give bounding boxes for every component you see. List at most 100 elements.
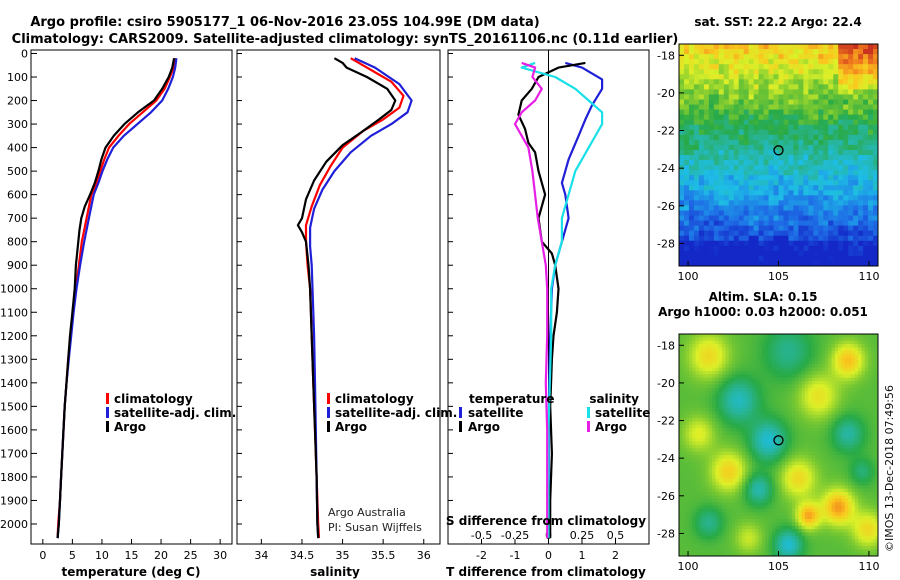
map-cell (805, 492, 809, 497)
map-cell (725, 492, 730, 497)
map-cell (801, 337, 806, 342)
map-cell (685, 438, 690, 443)
map-cell (761, 334, 766, 338)
map-cell (728, 394, 733, 399)
map-cell (695, 458, 700, 463)
map-cell (713, 180, 720, 186)
map-cell (848, 94, 854, 101)
map-cell (851, 364, 856, 369)
map-cell (844, 468, 849, 473)
map-cell (824, 485, 829, 490)
map-cell (818, 74, 824, 80)
map-cell (814, 387, 819, 392)
map-cell (848, 360, 853, 365)
map-cell (848, 418, 853, 423)
map-cell (854, 441, 859, 446)
map-cell (735, 367, 740, 372)
map-cell (858, 220, 864, 227)
map-cell (705, 438, 710, 443)
depth-tick-label: 400 (7, 142, 28, 155)
map-cell (742, 381, 746, 386)
depth-tick-label: 2000 (0, 518, 28, 531)
map-cell (818, 401, 823, 406)
map-cell (823, 205, 829, 212)
map-cell (755, 344, 760, 349)
map-cell (735, 455, 740, 460)
map-cell (732, 367, 736, 372)
map-cell (781, 451, 786, 456)
map-cell (813, 114, 819, 121)
map-cell (679, 394, 683, 399)
map-cell (803, 89, 809, 96)
map-cell (773, 74, 780, 80)
map-cell (753, 54, 760, 60)
map-cell (854, 347, 859, 352)
map-cell (725, 502, 730, 507)
map-cell (688, 200, 695, 207)
map-cell (785, 498, 790, 503)
map-cell (745, 488, 750, 493)
map-cell (851, 337, 856, 342)
map-cell (733, 260, 740, 266)
map-cell (748, 495, 753, 500)
map-cell (688, 431, 693, 436)
map-cell (679, 149, 685, 156)
map-cell (713, 94, 720, 101)
map-cell (833, 235, 839, 242)
map-cell (844, 340, 849, 345)
x-tick-label: 0 (39, 549, 46, 562)
map-cell (801, 448, 806, 453)
map-cell (811, 381, 816, 386)
map-cell (818, 69, 824, 75)
map-cell (718, 210, 725, 217)
map-cell (771, 357, 776, 362)
map-cell (785, 381, 790, 386)
map-cell (851, 387, 856, 392)
map-cell (861, 334, 866, 338)
map-cell (763, 94, 770, 101)
map-cell (705, 421, 710, 426)
map-cell (718, 109, 725, 116)
map-cell (808, 185, 814, 191)
map-cell (818, 458, 823, 463)
map-cell (718, 337, 723, 342)
map-cell (682, 381, 687, 386)
map-cell (873, 215, 878, 222)
map-cell (698, 245, 705, 252)
map-cell (858, 367, 863, 372)
map-cell (692, 367, 697, 372)
map-cell (728, 44, 735, 50)
map-cell (753, 74, 760, 80)
map-cell (685, 441, 690, 446)
map-cell (758, 165, 765, 171)
map-cell (874, 482, 878, 486)
map-cell (828, 495, 833, 500)
map-cell (838, 394, 843, 399)
map-cell (811, 488, 816, 493)
map-cell (713, 114, 720, 121)
map-cell (683, 54, 690, 60)
map-cell (732, 381, 736, 386)
map-cell (858, 344, 863, 349)
map-cell (698, 124, 705, 131)
depth-tick-label: 1800 (0, 471, 28, 484)
map-cell (738, 428, 743, 433)
map-cell (793, 69, 799, 75)
map-cell (698, 190, 705, 196)
map-cell (743, 175, 750, 181)
map-cell (808, 210, 814, 217)
map-cell (783, 230, 790, 237)
map-cell (864, 414, 869, 419)
map-cell (682, 434, 687, 439)
map-cell (788, 334, 793, 338)
map-cell (818, 482, 823, 486)
map-cell (761, 428, 766, 433)
map-cell (768, 384, 773, 389)
map-cell (793, 230, 799, 237)
map-cell (713, 44, 720, 50)
map-cell (771, 421, 776, 426)
map-cell (725, 498, 730, 503)
map-cell (743, 235, 750, 242)
map-cell (785, 344, 790, 349)
map-cell (683, 64, 690, 70)
